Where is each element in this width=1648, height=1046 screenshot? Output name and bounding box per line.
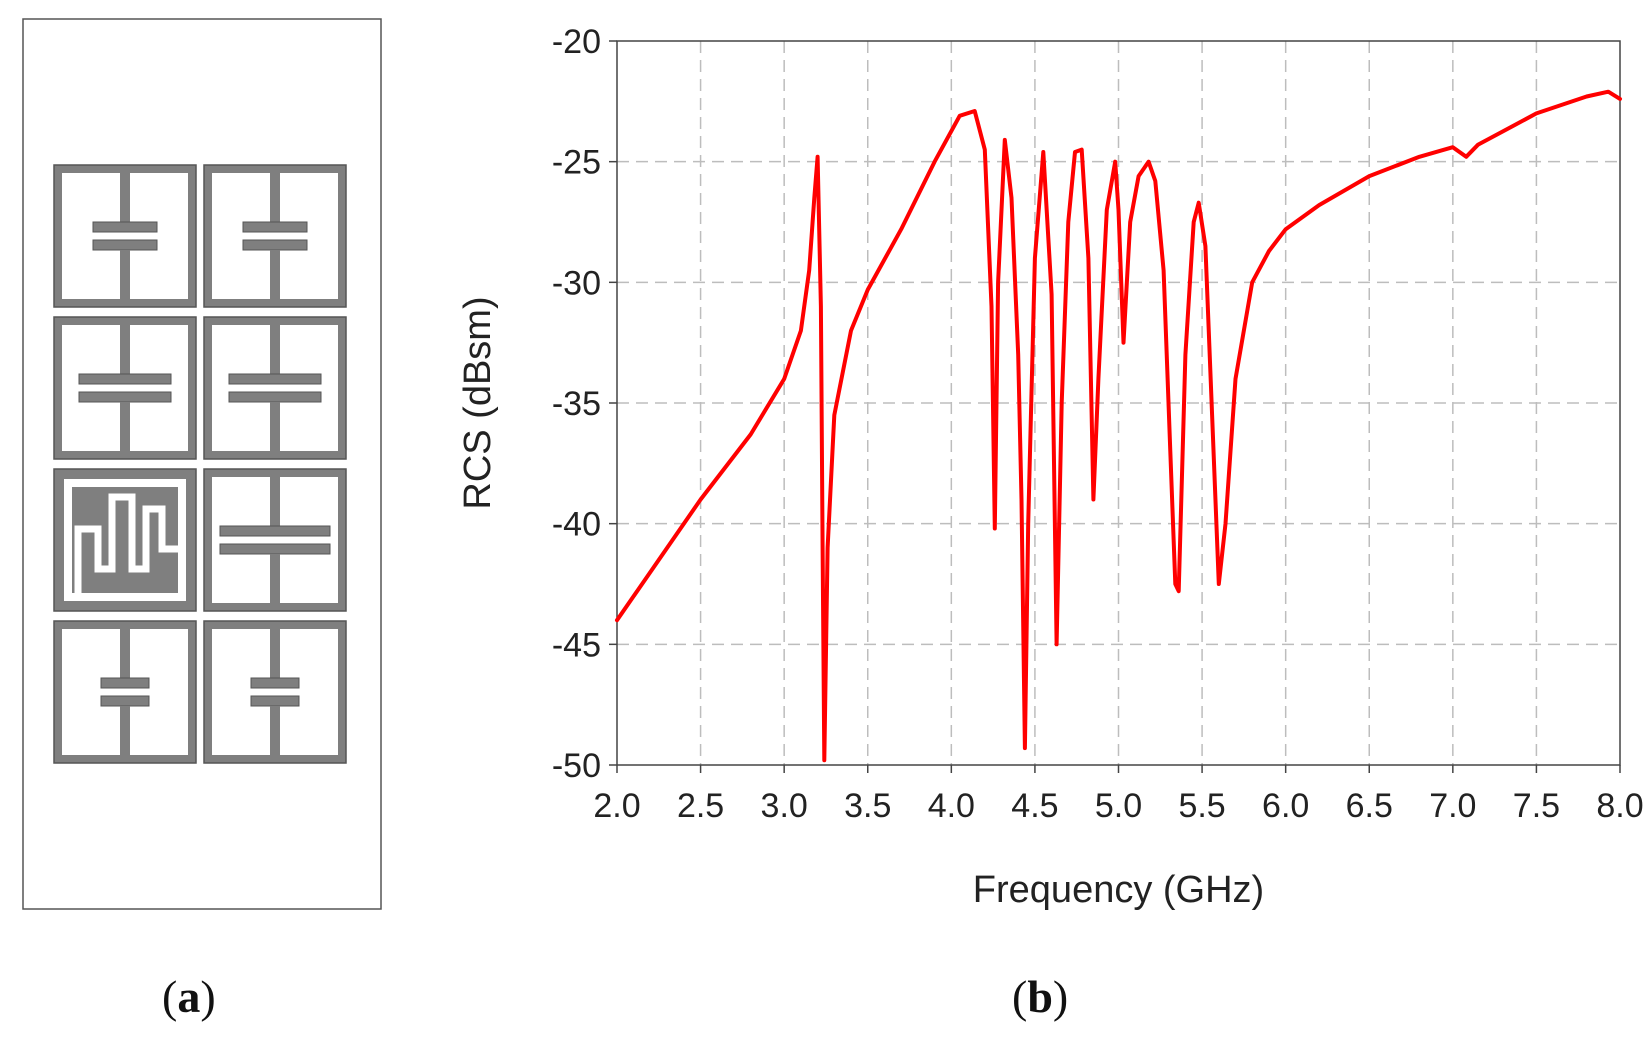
unit-cell-2 — [203, 164, 347, 308]
rcs-chart: 2.0 2.5 3.0 3.5 4.0 4.5 5.0 5.5 6.0 6.5 7.0 7.5 8.0 -… — [457, 23, 1644, 911]
caption-b: (b) — [1012, 971, 1069, 1022]
bottom-feed-line — [120, 706, 130, 755]
x-tick-label: 4.5 — [1011, 787, 1058, 825]
y-tick-label: -25 — [552, 144, 601, 182]
caption-b-letter: b — [1027, 971, 1053, 1022]
y-tick-label: -20 — [552, 23, 601, 61]
unit-cell-8 — [203, 620, 347, 764]
x-tick-label: 4.0 — [928, 787, 975, 825]
upper-capacitor-plate — [242, 221, 308, 233]
x-axis-label: Frequency (GHz) — [973, 869, 1264, 911]
top-feed-line — [120, 629, 130, 682]
top-feed-line — [270, 477, 280, 530]
unit-cell-7 — [53, 620, 197, 764]
x-tick-label: 6.0 — [1262, 787, 1309, 825]
unit-cell-4 — [203, 316, 347, 460]
y-axis-label: RCS (dBsm) — [457, 296, 499, 509]
x-tick-label: 2.0 — [593, 787, 640, 825]
upper-capacitor-plate — [78, 373, 172, 385]
rcs-series-line-1 — [615, 89, 1622, 763]
bottom-feed-line — [270, 402, 280, 451]
unit-cell-5 — [53, 468, 197, 612]
y-tick-label: -35 — [552, 385, 601, 423]
upper-capacitor-plate — [228, 373, 322, 385]
y-tick-label: -40 — [552, 506, 601, 544]
x-tick-label: 2.5 — [677, 787, 724, 825]
x-tick-label: 5.5 — [1178, 787, 1225, 825]
x-tick-label: 3.0 — [761, 787, 808, 825]
unit-cell-3 — [53, 316, 197, 460]
y-tick-label: -30 — [552, 264, 601, 302]
top-feed-line — [270, 325, 280, 378]
caption-a: (a) — [162, 971, 216, 1022]
top-feed-line — [270, 629, 280, 682]
grid-lines — [617, 41, 1620, 765]
top-feed-line — [120, 325, 130, 378]
unit-cell-6 — [203, 468, 347, 612]
top-feed-line — [120, 173, 130, 226]
upper-capacitor-plate — [250, 677, 300, 689]
unit-cell-1 — [53, 164, 197, 308]
x-tick-label: 8.0 — [1596, 787, 1643, 825]
upper-capacitor-plate — [100, 677, 150, 689]
upper-capacitor-plate — [219, 525, 331, 537]
x-tick-label: 6.5 — [1346, 787, 1393, 825]
upper-capacitor-plate — [92, 221, 158, 233]
x-tick-label: 7.0 — [1429, 787, 1476, 825]
unit-cell-layout — [22, 18, 382, 910]
bottom-feed-line — [270, 250, 280, 299]
x-tick-label: 7.5 — [1513, 787, 1560, 825]
bottom-feed-line — [270, 554, 280, 603]
meander-slot — [74, 493, 178, 601]
bottom-feed-line — [120, 402, 130, 451]
bottom-feed-line — [120, 250, 130, 299]
y-tick-label: -50 — [552, 747, 601, 785]
top-feed-line — [270, 173, 280, 226]
bottom-feed-line — [270, 706, 280, 755]
caption-a-letter: a — [177, 971, 201, 1022]
x-tick-label: 5.0 — [1095, 787, 1142, 825]
x-tick-label: 3.5 — [844, 787, 891, 825]
y-tick-label: -45 — [552, 626, 601, 664]
